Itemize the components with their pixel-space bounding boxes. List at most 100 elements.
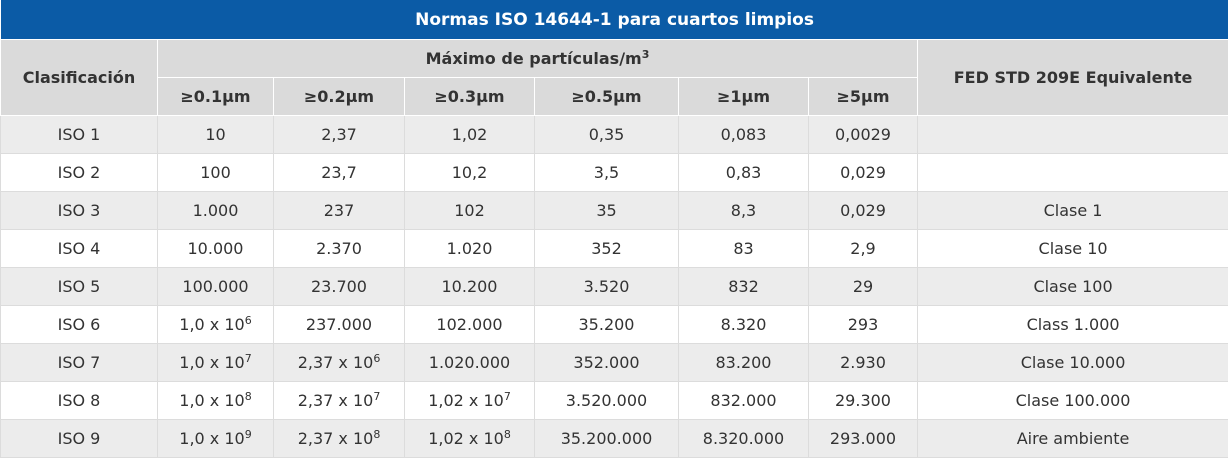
value-cell: 100.000	[157, 267, 274, 306]
value-cell: 832	[678, 267, 809, 306]
value-cell: 352	[534, 229, 679, 268]
value-cell: 237.000	[273, 305, 405, 344]
superscript: 8	[503, 428, 511, 441]
value-cell: 10	[157, 115, 274, 154]
fed-cell: Clase 10	[916, 229, 1228, 268]
value-cell: 8.320	[678, 305, 809, 344]
size-header: ≥0.5µm	[534, 77, 679, 116]
superscript: 8	[244, 390, 252, 403]
value-base: 2,37 x 10	[297, 429, 374, 448]
table-row: ISO 3 1.000 237 102 35 8,3 0,029 Clase 1	[0, 191, 1228, 230]
fed-cell: Clase 100.000	[916, 381, 1228, 420]
value-base: 2,37 x 10	[297, 353, 374, 372]
value-cell: 1,0 x 108	[157, 381, 274, 420]
superscript: 8	[373, 428, 381, 441]
value-cell: 0,0029	[808, 115, 918, 154]
classification-cell: ISO 8	[0, 381, 158, 420]
value-cell: 1,0 x 106	[157, 305, 274, 344]
classification-cell: ISO 7	[0, 343, 158, 382]
value-cell: 2,37 x 107	[273, 381, 405, 420]
value-cell: 352.000	[534, 343, 679, 382]
value-cell: 3.520	[534, 267, 679, 306]
value-cell: 0,83	[678, 153, 809, 192]
value-cell: 3,5	[534, 153, 679, 192]
size-header: ≥0.1µm	[157, 77, 274, 116]
superscript: 3	[641, 48, 650, 61]
value-cell: 102	[404, 191, 535, 230]
fed-cell: Clase 100	[916, 267, 1228, 306]
table-row: ISO 4 10.000 2.370 1.020 352 83 2,9 Clase 10	[0, 229, 1228, 268]
value-cell: 1.000	[157, 191, 274, 230]
value-cell: 10,2	[404, 153, 535, 192]
value-cell: 1,02	[404, 115, 535, 154]
size-header: ≥5µm	[808, 77, 918, 116]
column-header: FED STD 209E Equivalente	[916, 39, 1228, 116]
value-base: 2,37 x 10	[297, 391, 374, 410]
classification-cell: ISO 6	[0, 305, 158, 344]
value-cell: 10.200	[404, 267, 535, 306]
table-row: ISO 8 1,0 x 108 2,37 x 107 1,02 x 107 3.520.…	[0, 381, 1228, 420]
value-cell: 35.200	[534, 305, 679, 344]
superscript: 6	[373, 352, 381, 365]
fed-cell: Aire ambiente	[916, 419, 1228, 458]
value-cell: 2.930	[808, 343, 918, 382]
value-cell: 8.320.000	[678, 419, 809, 458]
value-cell: 0,029	[808, 153, 918, 192]
fed-cell: Clase 10.000	[916, 343, 1228, 382]
fed-cell: Class 1.000	[916, 305, 1228, 344]
value-cell: 1.020	[404, 229, 535, 268]
size-header: ≥0.3µm	[404, 77, 535, 116]
value-cell: 2,9	[808, 229, 918, 268]
value-cell: 832.000	[678, 381, 809, 420]
fed-cell: Clase 1	[916, 191, 1228, 230]
table-row: ISO 1 10 2,37 1,02 0,35 0,083 0,0029	[0, 115, 1228, 154]
value-cell: 1.020.000	[404, 343, 535, 382]
value-cell: 8,3	[678, 191, 809, 230]
table-row: ISO 6 1,0 x 106 237.000 102.000 35.200 8.320 2…	[0, 305, 1228, 344]
value-cell: 2,37 x 108	[273, 419, 405, 458]
value-cell: 83.200	[678, 343, 809, 382]
value-cell: 2.370	[273, 229, 405, 268]
value-base: 1,0 x 10	[179, 353, 245, 372]
classification-cell: ISO 3	[0, 191, 158, 230]
value-cell: 1,02 x 107	[404, 381, 535, 420]
value-cell: 10.000	[157, 229, 274, 268]
value-cell: 35.200.000	[534, 419, 679, 458]
value-cell: 1,0 x 107	[157, 343, 274, 382]
value-cell: 23,7	[273, 153, 405, 192]
value-cell: 83	[678, 229, 809, 268]
value-cell: 0,083	[678, 115, 809, 154]
value-cell: 29	[808, 267, 918, 306]
superscript: 9	[244, 428, 252, 441]
value-cell: 3.520.000	[534, 381, 679, 420]
superscript: 6	[244, 314, 252, 327]
table-row: ISO 9 1,0 x 109 2,37 x 108 1,02 x 108 35.200…	[0, 419, 1228, 458]
value-base: 1,02 x 10	[428, 429, 504, 448]
value-base: 1,0 x 10	[179, 391, 245, 410]
value-cell: 293.000	[808, 419, 918, 458]
classification-cell: ISO 2	[0, 153, 158, 192]
value-cell: 1,02 x 108	[404, 419, 535, 458]
fed-cell	[916, 153, 1228, 192]
value-base: 1,02 x 10	[428, 391, 504, 410]
value-cell: 29.300	[808, 381, 918, 420]
group-header-text: Máximo de partículas/m	[425, 49, 642, 68]
table-row: ISO 5 100.000 23.700 10.200 3.520 832 29 Clase …	[0, 267, 1228, 306]
table-row: ISO 2 100 23,7 10,2 3,5 0,83 0,029	[0, 153, 1228, 192]
superscript: 7	[244, 352, 252, 365]
value-cell: 102.000	[404, 305, 535, 344]
value-cell: 0,029	[808, 191, 918, 230]
value-cell: 2,37 x 106	[273, 343, 405, 382]
classification-cell: ISO 1	[0, 115, 158, 154]
value-cell: 1,0 x 109	[157, 419, 274, 458]
size-header: ≥1µm	[678, 77, 809, 116]
value-base: 1,0 x 10	[179, 315, 245, 334]
value-cell: 23.700	[273, 267, 405, 306]
value-cell: 237	[273, 191, 405, 230]
size-header: ≥0.2µm	[273, 77, 405, 116]
classification-cell: ISO 5	[0, 267, 158, 306]
value-cell: 2,37	[273, 115, 405, 154]
table-row: ISO 7 1,0 x 107 2,37 x 106 1.020.000 352.000…	[0, 343, 1228, 382]
